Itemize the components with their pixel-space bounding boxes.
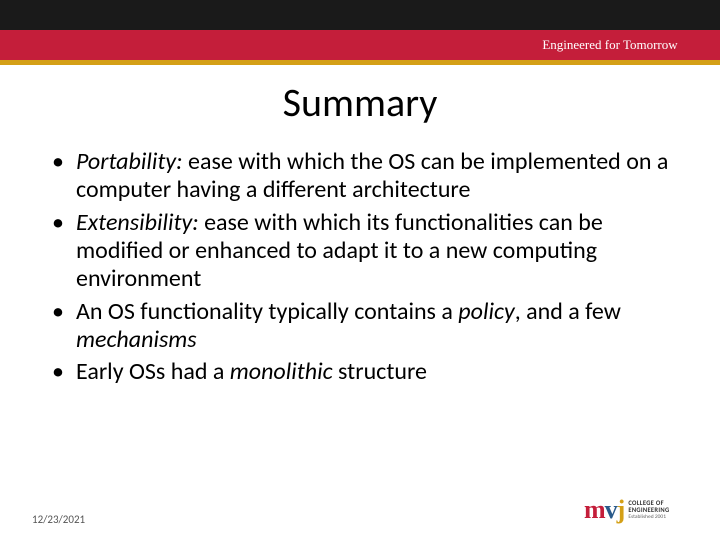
bullet-text: Early OSs had a	[76, 357, 230, 386]
bullet-text: , and a few	[515, 297, 621, 326]
bullet-text: An OS functionality typically contains a	[76, 297, 458, 326]
slide-body: Portability: ease with which the OS can …	[52, 148, 672, 391]
logo-text-block: COLLEGE OF ENGINEERING Established 2001	[628, 500, 669, 520]
italic-term: monolithic	[230, 357, 333, 386]
footer-logo: mvj COLLEGE OF ENGINEERING Established 2…	[584, 490, 704, 530]
bullet-text: structure	[333, 357, 427, 386]
bullet-list: Portability: ease with which the OS can …	[52, 148, 672, 387]
italic-term: policy	[458, 297, 514, 326]
logo-subline: Established 2001	[628, 514, 669, 520]
logo-letter-v: v	[605, 495, 617, 524]
logo-mark: mvj	[584, 495, 624, 525]
slide-title: Summary	[0, 78, 720, 127]
bullet-item: Early OSs had a monolithic structure	[52, 358, 672, 386]
header-red-bar: Engineered for Tomorrow	[0, 30, 720, 60]
bullet-term: Portability:	[76, 147, 183, 176]
logo-line: ENGINEERING	[628, 507, 669, 514]
bullet-term: Extensibility:	[76, 208, 199, 237]
italic-term: mechanisms	[76, 325, 197, 354]
bullet-item: Extensibility: ease with which its funct…	[52, 209, 672, 294]
bullet-item: An OS functionality typically contains a…	[52, 298, 672, 355]
bullet-item: Portability: ease with which the OS can …	[52, 148, 672, 205]
accent-line	[0, 60, 720, 65]
footer-date: 12/23/2021	[32, 513, 85, 526]
tagline: Engineered for Tomorrow	[542, 37, 677, 53]
logo-letter-m: m	[584, 495, 605, 524]
slide: Engineered for Tomorrow Summary Portabil…	[0, 0, 720, 540]
header-black-bar	[0, 0, 720, 30]
logo-letter-j: j	[617, 495, 625, 524]
tagline-box: Engineered for Tomorrow	[520, 30, 700, 60]
